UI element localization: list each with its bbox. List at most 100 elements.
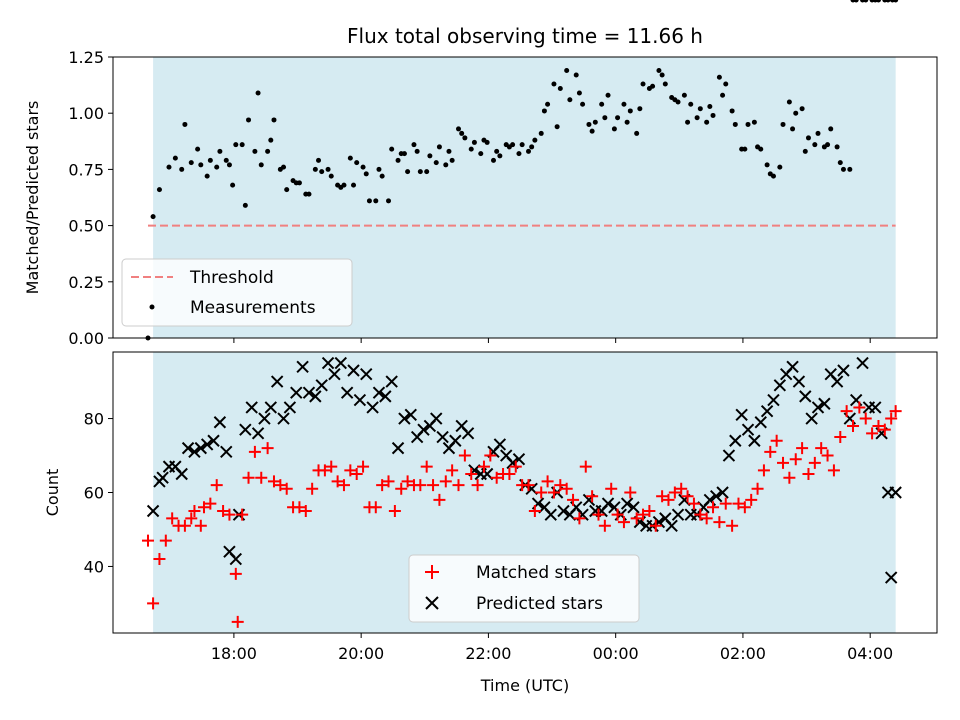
predicted-star-marker bbox=[869, 401, 882, 414]
matched-star-marker bbox=[369, 501, 382, 514]
measurement-point bbox=[847, 166, 853, 172]
matched-star-marker bbox=[847, 419, 860, 432]
measurement-point bbox=[417, 169, 423, 175]
matched-star-marker bbox=[231, 615, 244, 628]
measurement-point bbox=[341, 182, 347, 188]
measurement-point bbox=[316, 157, 322, 163]
predicted-star-marker bbox=[175, 467, 188, 481]
matched-star-marker bbox=[357, 460, 370, 473]
matched-star-marker bbox=[458, 449, 471, 462]
measurement-point bbox=[471, 139, 477, 145]
measurement-point bbox=[497, 153, 503, 159]
measurement-point bbox=[710, 112, 716, 118]
measurement-point bbox=[586, 121, 592, 127]
predicted-star-marker bbox=[436, 430, 449, 444]
matched-star-marker bbox=[643, 504, 656, 517]
matched-star-marker bbox=[153, 553, 166, 566]
matched-star-marker bbox=[331, 475, 344, 488]
measurement-point bbox=[720, 92, 726, 98]
measurement-point bbox=[395, 157, 401, 163]
predicted-star-marker bbox=[340, 386, 354, 399]
ratio-y-axis-label: Matched/Predicted stars bbox=[23, 101, 42, 295]
measurement-point bbox=[538, 130, 544, 136]
measurement-point bbox=[557, 85, 563, 91]
measurement-point bbox=[863, 0, 869, 3]
measurement-point bbox=[296, 180, 302, 186]
matched-star-marker bbox=[255, 471, 268, 484]
predicted-star-marker bbox=[353, 393, 367, 407]
chart-title: Flux total observing time = 11.66 h bbox=[347, 24, 703, 48]
measurement-point bbox=[233, 142, 239, 148]
measurement-point bbox=[576, 90, 582, 96]
ratio-y-tick-label: 0.25 bbox=[68, 273, 104, 292]
matched-star-marker bbox=[223, 508, 236, 521]
measurement-point bbox=[328, 173, 334, 179]
matched-star-marker bbox=[605, 482, 618, 495]
measurement-point bbox=[802, 148, 808, 154]
measurement-point bbox=[386, 198, 392, 204]
predicted-star-marker bbox=[181, 441, 195, 455]
ratio-legend: Threshold Measurements bbox=[121, 258, 353, 327]
matched-star-marker bbox=[261, 442, 274, 455]
measurement-point bbox=[723, 81, 729, 87]
predicted-star-marker bbox=[239, 423, 252, 436]
measurement-point bbox=[564, 67, 570, 73]
predicted-star-marker bbox=[557, 504, 570, 518]
measurement-point bbox=[815, 130, 821, 136]
measurement-point bbox=[840, 166, 846, 172]
predicted-star-marker bbox=[404, 408, 417, 422]
measurement-point bbox=[427, 153, 433, 159]
predicted-star-marker bbox=[391, 441, 405, 455]
measurement-point bbox=[491, 157, 497, 163]
matched-star-marker bbox=[242, 471, 255, 484]
measurement-point bbox=[226, 162, 232, 168]
predicted-star-marker bbox=[156, 471, 169, 484]
measurement-point bbox=[156, 187, 162, 193]
matched-star-marker bbox=[656, 490, 669, 503]
measurement-point bbox=[589, 128, 595, 134]
measurement-point bbox=[306, 191, 312, 197]
measurement-point bbox=[532, 137, 538, 143]
measurement-point bbox=[885, 0, 891, 3]
predicted-star-marker bbox=[665, 519, 678, 532]
matched-star-marker bbox=[554, 479, 567, 492]
matched-star-marker bbox=[465, 468, 478, 481]
matched-star-marker bbox=[764, 445, 777, 458]
predicted-star-marker bbox=[722, 449, 736, 462]
count-panel: 40 60 80 18:00 20:00 22:00 00:00 02:00 04:00 Co… bbox=[43, 351, 938, 695]
measurement-point bbox=[195, 146, 201, 152]
matched-star-marker bbox=[325, 460, 338, 473]
matched-star-marker bbox=[789, 453, 802, 466]
measurement-point bbox=[656, 67, 662, 73]
measurement-point bbox=[786, 99, 792, 105]
measurement-point bbox=[745, 121, 751, 127]
predicted-star-marker bbox=[671, 508, 685, 521]
matched-star-marker bbox=[617, 516, 630, 529]
measurement-point bbox=[230, 182, 236, 188]
measurement-point bbox=[707, 103, 713, 109]
measurement-point bbox=[893, 0, 899, 3]
legend-predicted-label: Predicted stars bbox=[476, 594, 603, 614]
predicted-star-marker bbox=[760, 404, 774, 418]
matched-star-marker bbox=[344, 464, 357, 477]
predicted-star-marker bbox=[258, 412, 271, 425]
measurement-point bbox=[252, 148, 258, 154]
matched-star-marker bbox=[274, 479, 287, 492]
measurement-point bbox=[688, 101, 694, 107]
matched-star-marker bbox=[293, 501, 306, 514]
predicted-star-marker bbox=[213, 416, 227, 429]
measurement-point bbox=[751, 119, 757, 125]
measurement-point bbox=[433, 160, 439, 166]
measurement-point bbox=[436, 144, 442, 150]
predicted-star-marker bbox=[315, 379, 328, 392]
measurement-point bbox=[640, 81, 646, 87]
measurement-point bbox=[239, 142, 245, 148]
measurement-point bbox=[449, 157, 455, 163]
predicted-star-marker bbox=[493, 438, 507, 451]
predicted-star-marker bbox=[805, 412, 818, 425]
matched-star-marker bbox=[159, 534, 172, 547]
predicted-star-marker bbox=[194, 441, 208, 455]
measurement-point bbox=[554, 124, 560, 130]
matched-star-marker bbox=[446, 464, 459, 477]
measurement-point bbox=[742, 146, 748, 152]
